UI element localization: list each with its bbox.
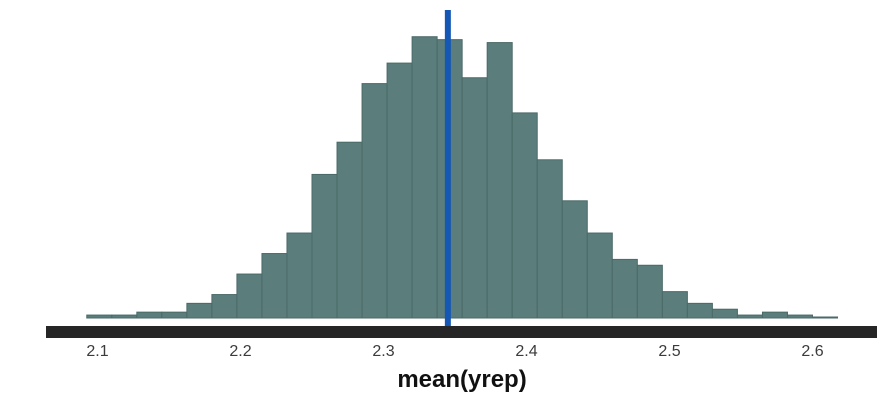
x-tick-label: 2.1 [86, 343, 108, 360]
histogram-bar [111, 314, 138, 319]
histogram-bar [786, 314, 813, 319]
histogram-bar [636, 264, 663, 319]
histogram-bar [711, 308, 738, 319]
x-axis-line [46, 326, 877, 338]
histogram-bar [536, 159, 563, 319]
histogram-bar [411, 36, 438, 319]
histogram-bar [286, 232, 313, 319]
histogram-bar [311, 173, 338, 319]
x-axis-title: mean(yrep) [397, 366, 526, 393]
histogram-bar [336, 141, 363, 319]
x-tick-label: 2.3 [372, 343, 394, 360]
histogram-bar [511, 112, 538, 319]
histogram-bar [561, 200, 588, 319]
histogram-bars [86, 36, 839, 319]
histogram-bar [161, 311, 188, 319]
histogram-bar [86, 314, 113, 319]
histogram-bar [236, 273, 263, 319]
histogram-bar [686, 302, 713, 319]
histogram-bar [361, 83, 388, 319]
x-tick-label: 2.5 [658, 343, 680, 360]
x-tick-label: 2.2 [229, 343, 251, 360]
histogram-bar [761, 311, 788, 319]
histogram-bar [812, 316, 839, 319]
histogram-bar [661, 291, 688, 319]
histogram-bar [586, 232, 613, 319]
histogram-bar [486, 42, 513, 319]
histogram-bar [261, 253, 288, 319]
histogram-bar [211, 294, 238, 319]
histogram-bar [461, 77, 488, 319]
histogram-bar [186, 302, 213, 319]
histogram-bar [611, 258, 638, 319]
x-axis-ticks: 2.1 2.2 2.3 2.4 2.5 2.6 [86, 343, 823, 360]
x-tick-label: 2.6 [801, 343, 823, 360]
histogram-bar [736, 314, 763, 319]
x-tick-label: 2.4 [515, 343, 537, 360]
histogram-bar [136, 311, 163, 319]
histogram-bar [386, 62, 413, 319]
